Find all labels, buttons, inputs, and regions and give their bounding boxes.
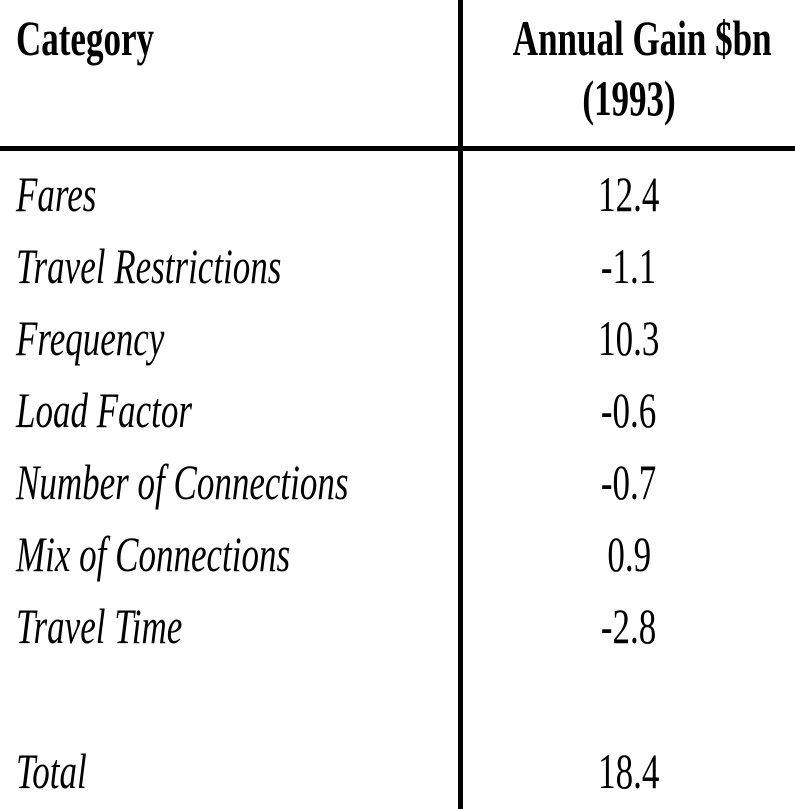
total-row: Total 18.4 [0, 735, 795, 807]
table-row: Frequency 10.3 [0, 302, 795, 374]
table-row: Number of Connections -0.7 [0, 446, 795, 518]
column-divider [458, 0, 463, 809]
row-category: Fares [16, 166, 97, 222]
table-row: Load Factor -0.6 [0, 374, 795, 446]
row-value-cell: -0.7 [463, 446, 795, 518]
row-value: 0.9 [607, 526, 651, 582]
table-row: Mix of Connections 0.9 [0, 518, 795, 590]
header-annual-gain: Annual Gain $bn (1993) [463, 8, 795, 128]
table-row: Travel Time -2.8 [0, 590, 795, 662]
row-category: Travel Restrictions [16, 238, 282, 294]
table-row: Fares 12.4 [0, 158, 795, 230]
header-annual-gain-line1: Annual Gain $bn [512, 10, 772, 66]
row-category: Number of Connections [16, 454, 349, 510]
row-value-cell: -2.8 [463, 590, 795, 662]
total-value-cell: 18.4 [463, 735, 795, 807]
row-value: -0.7 [601, 454, 657, 510]
row-value-cell: 0.9 [463, 518, 795, 590]
header-category: Category [16, 10, 155, 66]
row-value-cell: -0.6 [463, 374, 795, 446]
row-value-cell: -1.1 [463, 230, 795, 302]
row-value: -1.1 [601, 238, 657, 294]
row-category: Mix of Connections [16, 526, 291, 582]
row-value: -0.6 [601, 382, 657, 438]
header-annual-gain-line2: (1993) [582, 70, 676, 126]
row-value: 12.4 [598, 166, 660, 222]
row-value-cell: 10.3 [463, 302, 795, 374]
row-category: Frequency [16, 310, 165, 366]
row-category: Travel Time [16, 598, 183, 654]
total-label: Total [16, 743, 87, 799]
table-row: Travel Restrictions -1.1 [0, 230, 795, 302]
row-category: Load Factor [16, 382, 192, 438]
header-divider [0, 146, 795, 151]
row-value-cell: 12.4 [463, 158, 795, 230]
row-value: 10.3 [598, 310, 660, 366]
row-value: -2.8 [601, 598, 657, 654]
total-value: 18.4 [598, 743, 660, 799]
